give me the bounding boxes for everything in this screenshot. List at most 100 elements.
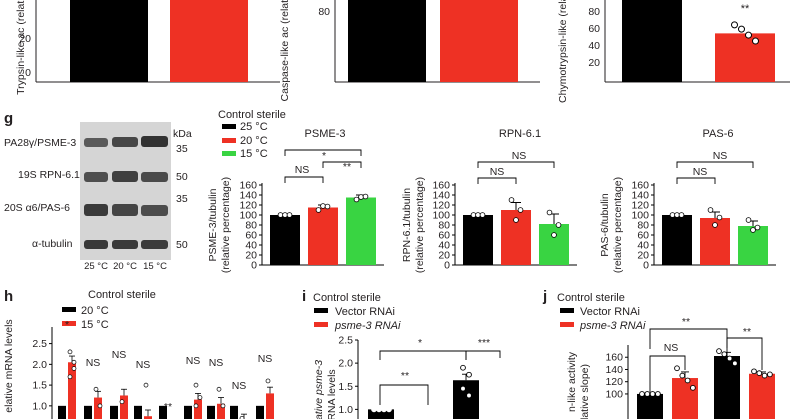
data-point [754, 224, 761, 231]
bar [346, 197, 376, 265]
comparison-bracket [726, 337, 763, 370]
top-bar [170, 0, 248, 82]
bar-20C [84, 405, 92, 419]
blot-label-rpn61: 19S RPN-6.1 [18, 169, 80, 181]
data-point [71, 359, 77, 365]
data-point [716, 214, 723, 221]
top-data-point [731, 21, 738, 29]
band-psme3-20 [112, 137, 138, 147]
legend-swatch-25 [222, 124, 236, 129]
panel-j-ylabel-2: lative slope) [579, 364, 591, 419]
subplot-pas6: PAS-6 PAS-6/tubulin (relative percentage… [599, 128, 776, 273]
data-point [376, 406, 382, 413]
blot-label-psme3: PA28γ/PSME-3 [4, 137, 76, 149]
comparison-bracket [284, 176, 324, 183]
panel-i-legend-title: Control sterile [313, 292, 381, 304]
y-tick-label: 140 [605, 364, 623, 376]
bar-20C [207, 405, 215, 419]
blot-marker-35a: 35 [176, 143, 188, 155]
bar [308, 207, 338, 265]
data-point [143, 382, 149, 388]
data-point [71, 366, 77, 371]
y-tick-label: 2.0 [338, 358, 353, 370]
y-tick-label: 20 [245, 250, 257, 262]
subplot-pas6-ylabel-1: PAS-6/tubulin [599, 193, 611, 257]
panel-j-legend-title: Control sterile [557, 292, 625, 304]
data-point [712, 222, 718, 228]
bar-15C [217, 403, 225, 419]
panel-h-legend: Control sterile 20 °C 15 °C [62, 289, 156, 331]
subplot-psme3: PSME-3 PSME-3/tubulin (relative percenta… [207, 128, 384, 273]
panel-j-legend: Control sterile Vector RNAi psme-3 RNAi [557, 292, 646, 332]
data-point [466, 371, 472, 378]
y-tick-label: 1.0 [338, 404, 353, 416]
y-tick-label: 1.5 [32, 380, 47, 392]
band-psme3-15 [141, 136, 168, 147]
bar-15C [120, 395, 128, 419]
comparison-bracket [676, 177, 716, 184]
data-point [286, 212, 293, 218]
y-tick-label: 100 [605, 388, 623, 400]
subplot-rpn61-ylabel-2: (relative percentage) [414, 177, 426, 273]
data-point [649, 391, 656, 397]
y-tick-label: 20 [438, 250, 450, 262]
data-point [466, 392, 472, 399]
comparison-bracket [322, 161, 362, 168]
band-pas6-25 [84, 204, 108, 216]
data-point [193, 403, 199, 409]
data-point [690, 384, 696, 391]
bar-20C [134, 405, 142, 419]
h-sig-label: ** [164, 401, 172, 413]
h-sig-label: NS [258, 353, 273, 365]
legend-swatch-20 [222, 138, 236, 143]
data-point [119, 399, 125, 405]
data-point [381, 406, 387, 413]
blot-marker-50b: 50 [176, 239, 188, 251]
panel-i-ylabel-1: ative psme-3 [313, 360, 325, 419]
panel-j-letter: j [542, 288, 547, 305]
y-tick-label: 100 [631, 210, 649, 222]
band-tub-20 [112, 240, 138, 249]
i-legend-swatch-psme3 [314, 322, 328, 327]
data-point [324, 203, 331, 210]
data-point [197, 395, 203, 400]
blot-label-pas6: 20S α6/PAS-6 [4, 202, 70, 214]
bar [453, 380, 479, 419]
i-legend-swatch-vector [314, 308, 328, 313]
data-point [678, 212, 685, 218]
subplot-rpn61-ylabel-1: RPN-6.1/tubulin [401, 188, 413, 262]
top-trypsin-tick-0: 0 [25, 67, 31, 79]
band-tub-15 [141, 240, 168, 249]
psme3-sig-single: * [322, 150, 326, 162]
band-rpn61-20 [112, 171, 138, 182]
panel-i-axes: 1.0 1.5 2.0 2.5 [338, 335, 501, 419]
data-point [97, 403, 103, 409]
bar [463, 215, 493, 265]
data-point [386, 406, 392, 413]
j-legend-label-vector: Vector RNAi [580, 306, 640, 318]
panel-h-legend-title: Control sterile [88, 289, 156, 301]
data-point [67, 374, 73, 380]
y-tick-label: 80 [245, 220, 257, 232]
bar-15C [266, 393, 274, 419]
top-panel-caspase: Caspase-like ac (relative slope 80 [279, 0, 540, 101]
data-point [508, 197, 515, 203]
data-point [745, 217, 752, 223]
y-tick-label: 0 [444, 260, 450, 272]
data-point [277, 212, 284, 218]
panel-g-letter: g [4, 110, 13, 127]
top-trypsin-ylabel-1: Trypsin-like ac (relative slop [15, 0, 27, 95]
data-point [669, 212, 676, 218]
data-point [470, 212, 477, 218]
y-tick-label: 120 [631, 200, 649, 212]
bar-20C [184, 405, 192, 419]
data-point [732, 360, 738, 367]
panel-i-letter: i [302, 288, 306, 305]
y-tick-label: 2.5 [32, 338, 47, 350]
data-point [767, 371, 773, 378]
comparison-bracket [477, 177, 517, 184]
band-pas6-15 [141, 205, 168, 216]
top-trypsin-bar-group [70, 0, 248, 82]
h-sig-label: NS [232, 380, 247, 392]
